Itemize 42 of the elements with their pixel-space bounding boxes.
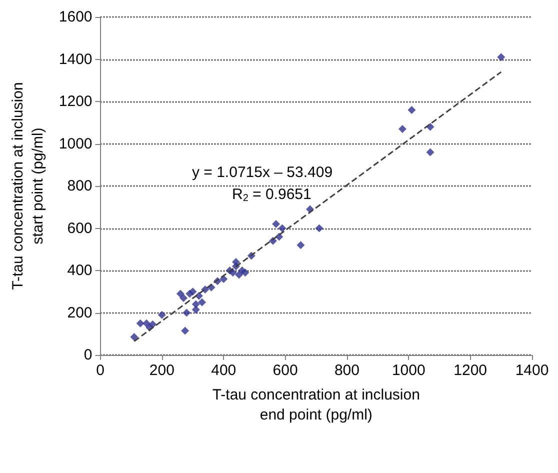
y-tick-label: 200 — [67, 304, 92, 322]
x-tick-label: 0 — [96, 362, 104, 379]
point — [136, 319, 144, 328]
point — [278, 224, 286, 232]
y-tick-label: 1600 — [58, 8, 92, 26]
y-tick-label: 400 — [67, 262, 92, 279]
point — [148, 320, 157, 328]
x-tick-label: 1000 — [392, 362, 426, 379]
point — [158, 310, 166, 319]
point — [192, 306, 200, 314]
point — [315, 224, 324, 232]
point — [398, 124, 406, 133]
point — [232, 258, 240, 266]
point — [272, 220, 280, 228]
x-tick-label: 400 — [211, 362, 236, 379]
point — [181, 326, 190, 335]
annotation: y = 1.0715x – 53.409 — [192, 164, 333, 181]
x-tick-label: 200 — [149, 362, 174, 379]
point — [241, 268, 250, 277]
point — [426, 148, 434, 156]
point — [198, 298, 206, 306]
point — [130, 333, 138, 342]
point — [180, 294, 188, 302]
y-tick-label: 800 — [67, 178, 92, 194]
y-axis-title: T-tau concentration at inclusion start point (pg/ml) — [10, 82, 46, 290]
point — [188, 288, 197, 296]
point — [408, 106, 416, 114]
x-axis-title: T-tau concentration at inclusion end point (pg/ml) — [212, 386, 420, 424]
point — [296, 241, 305, 250]
y-tick-label: 1000 — [58, 135, 92, 152]
y-tick-label: 1400 — [58, 50, 92, 68]
point — [235, 270, 244, 279]
y-tick-label: 1200 — [58, 93, 92, 110]
x-tick-label: 600 — [272, 362, 298, 379]
point — [142, 319, 151, 328]
y-tick-label: 0 — [84, 346, 92, 364]
x-tick-label: 1400 — [515, 362, 549, 379]
x-tick-label: 1200 — [454, 362, 488, 379]
y-tick-label: 600 — [67, 220, 92, 237]
point — [182, 308, 191, 317]
x-tick-label: 800 — [334, 362, 360, 379]
point — [497, 53, 506, 62]
